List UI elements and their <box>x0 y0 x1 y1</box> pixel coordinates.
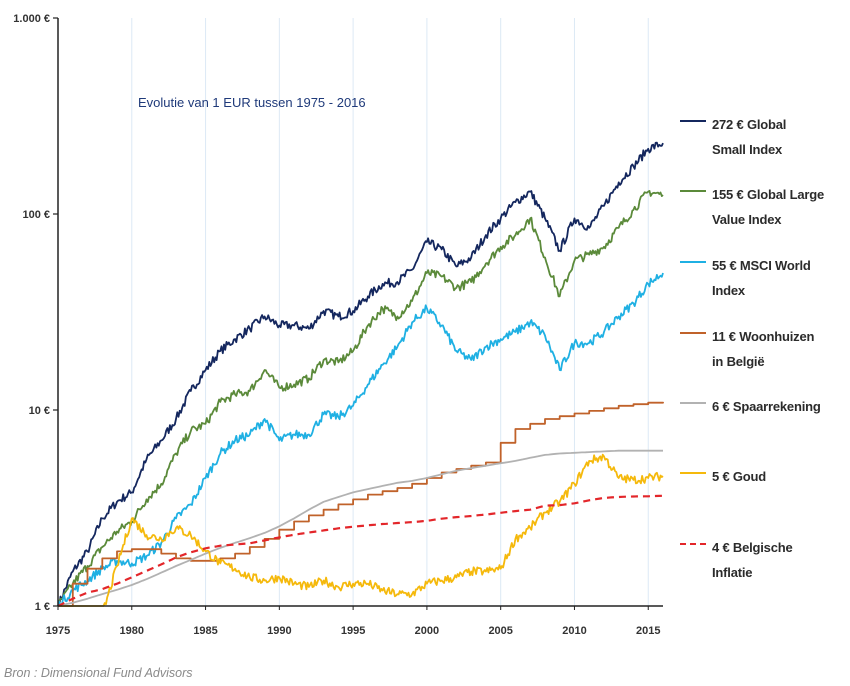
legend-label-line2: Index <box>712 283 745 298</box>
chart-title: Evolutie van 1 EUR tussen 1975 - 2016 <box>138 95 366 110</box>
legend-label-line2: Small Index <box>712 142 783 157</box>
y-tick-label: 1.000 € <box>13 13 50 25</box>
legend: 272 € Global Small Index 155 € Global Lar… <box>680 0 850 640</box>
legend-swatch <box>680 332 706 334</box>
legend-label-line2: Inflatie <box>712 565 753 580</box>
series-line-0 <box>58 141 664 607</box>
series-line-2 <box>57 272 664 607</box>
chart-svg: 1 € 10 € 100 € 1.000 € 1975 1980 1985 1990 1995 2… <box>13 13 664 637</box>
y-tick-label: 10 € <box>29 405 50 417</box>
legend-label-line2: in België <box>712 354 765 369</box>
x-tick-label: 2015 <box>636 625 660 637</box>
source-note: Bron : Dimensional Fund Advisors <box>4 666 193 680</box>
x-tick-label: 1990 <box>267 625 291 637</box>
legend-swatch <box>680 543 706 545</box>
x-tick-label: 1985 <box>193 625 217 637</box>
x-tick-label: 2005 <box>488 625 512 637</box>
legend-label-line1: 4 € Belgische <box>712 540 793 555</box>
legend-swatch <box>680 402 706 404</box>
y-tick-label: 1 € <box>35 601 50 613</box>
series-line-1 <box>57 190 664 607</box>
legend-swatch <box>680 120 706 122</box>
legend-label-line1: 11 € Woonhuizen <box>712 329 815 344</box>
x-tick-label: 2010 <box>562 625 586 637</box>
legend-label-line1: 155 € Global Large <box>712 187 825 202</box>
legend-label-line1: 6 € Spaarrekening <box>712 399 821 414</box>
series-line-6 <box>57 494 664 607</box>
legend-swatch <box>680 190 706 192</box>
x-tick-label: 1980 <box>120 625 144 637</box>
series-lines <box>57 141 664 607</box>
x-tick-label: 2000 <box>415 625 439 637</box>
legend-label-line1: 272 € Global <box>712 117 787 132</box>
legend-swatch <box>680 472 706 474</box>
x-tick-label: 1995 <box>341 625 365 637</box>
legend-label-line1: 5 € Goud <box>712 469 767 484</box>
x-tick-label: 1975 <box>46 625 70 637</box>
axes: 1 € 10 € 100 € 1.000 € 1975 1980 1985 1990 1995 2… <box>13 13 663 637</box>
series-line-4 <box>57 449 663 607</box>
legend-label-line1: 55 € MSCI World <box>712 258 811 273</box>
series-line-3 <box>58 401 664 607</box>
series-line-5 <box>58 453 664 607</box>
legend-label-line2: Value Index <box>712 212 782 227</box>
vertical-gridlines <box>131 18 649 606</box>
legend-swatch <box>680 261 706 263</box>
y-tick-label: 100 € <box>22 209 50 221</box>
